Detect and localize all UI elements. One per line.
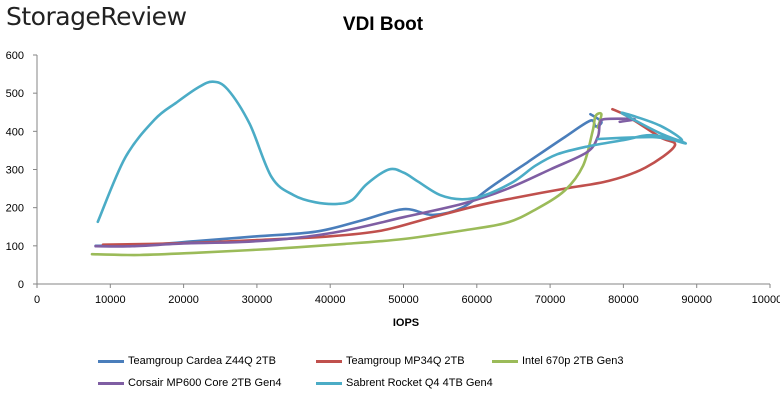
- x-axis-label: IOPS: [393, 317, 419, 329]
- x-tick-label: 0: [34, 294, 40, 306]
- x-tick-label: 80000: [608, 294, 639, 306]
- x-tick-label: 40000: [315, 294, 346, 306]
- y-tick-label: 200: [6, 203, 24, 215]
- x-tick-label: 10000: [95, 294, 126, 306]
- legend-swatch: [316, 359, 342, 363]
- x-tick-label: 90000: [681, 294, 712, 306]
- legend-swatch: [98, 381, 124, 385]
- legend-label: Intel 670p 2TB Gen3: [522, 355, 624, 367]
- chart-axes: 0 100 200 300 400 500 600 0 10000 20000 30000 40000…: [6, 50, 780, 306]
- y-tick-label: 100: [6, 241, 24, 253]
- legend-swatch: [492, 359, 518, 363]
- x-tick-label: 100000: [752, 294, 780, 306]
- legend-item: Intel 670p 2TB Gen3: [492, 355, 624, 367]
- series-layer: [90, 80, 688, 257]
- x-tick-label: 60000: [462, 294, 493, 306]
- y-tick-label: 600: [6, 50, 24, 62]
- y-tick-label: 500: [6, 88, 24, 100]
- legend-item: Sabrent Rocket Q4 4TB Gen4: [316, 377, 493, 389]
- legend-swatch: [316, 381, 342, 385]
- x-tick-label: 70000: [535, 294, 566, 306]
- series-line-3: [90, 111, 603, 257]
- x-tick-label: 20000: [168, 294, 199, 306]
- legend-item: Teamgroup MP34Q 2TB: [316, 355, 465, 367]
- x-tick-label: 30000: [242, 294, 273, 306]
- chart-legend: Teamgroup Cardea Z44Q 2TB Teamgroup MP34Q…: [0, 346, 780, 401]
- x-tick-label: 50000: [388, 294, 419, 306]
- series-line-2: [101, 107, 677, 246]
- legend-label: Teamgroup Cardea Z44Q 2TB: [128, 355, 276, 367]
- y-tick-label: 400: [6, 126, 24, 138]
- series-line-4: [94, 117, 636, 248]
- legend-item: Teamgroup Cardea Z44Q 2TB: [98, 355, 276, 367]
- legend-item: Corsair MP600 Core 2TB Gen4: [98, 377, 281, 389]
- series-line-5: [96, 80, 688, 224]
- legend-label: Corsair MP600 Core 2TB Gen4: [128, 377, 282, 389]
- legend-label: Sabrent Rocket Q4 4TB Gen4: [346, 377, 493, 389]
- y-tick-label: 0: [18, 279, 24, 291]
- legend-swatch: [98, 359, 124, 363]
- legend-label: Teamgroup MP34Q 2TB: [346, 355, 465, 367]
- storagereview-logo: StorageReview: [6, 2, 187, 31]
- y-tick-label: 300: [6, 165, 24, 177]
- chart-title: VDI Boot: [342, 14, 424, 35]
